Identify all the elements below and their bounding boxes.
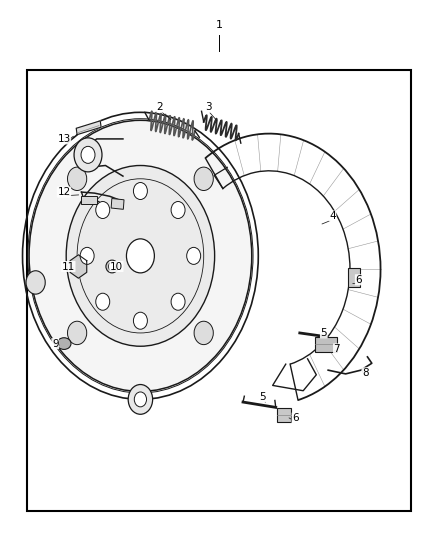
Bar — [315, 337, 337, 352]
Polygon shape — [70, 255, 87, 278]
Text: 1: 1 — [215, 20, 223, 30]
Circle shape — [127, 239, 154, 273]
Text: 7: 7 — [334, 344, 340, 354]
Text: 2: 2 — [157, 102, 163, 112]
Text: 13: 13 — [57, 134, 71, 144]
Circle shape — [134, 312, 148, 329]
Bar — [277, 408, 290, 422]
Text: 5: 5 — [259, 392, 266, 402]
Text: 6: 6 — [292, 413, 299, 423]
Circle shape — [134, 392, 147, 407]
Circle shape — [171, 201, 185, 219]
Circle shape — [29, 120, 252, 391]
Text: 12: 12 — [57, 187, 71, 197]
Text: 5: 5 — [321, 328, 327, 338]
Circle shape — [74, 138, 102, 172]
Circle shape — [81, 147, 95, 164]
Polygon shape — [76, 121, 101, 135]
Circle shape — [96, 293, 110, 310]
Bar — [348, 268, 360, 287]
Bar — [111, 198, 124, 209]
Circle shape — [109, 262, 116, 271]
Circle shape — [128, 384, 152, 414]
Circle shape — [80, 247, 94, 264]
Circle shape — [26, 271, 45, 294]
Bar — [81, 196, 97, 204]
Bar — [27, 70, 411, 511]
Ellipse shape — [106, 260, 118, 273]
Circle shape — [171, 293, 185, 310]
Text: 3: 3 — [205, 102, 212, 112]
Circle shape — [194, 321, 213, 345]
Text: 4: 4 — [329, 211, 336, 221]
Text: 11: 11 — [62, 262, 75, 271]
Text: 6: 6 — [355, 275, 362, 285]
Circle shape — [194, 167, 213, 190]
Text: 8: 8 — [362, 368, 369, 378]
Text: 10: 10 — [110, 262, 123, 271]
Ellipse shape — [57, 338, 71, 350]
Circle shape — [66, 165, 215, 346]
Circle shape — [67, 167, 87, 190]
Circle shape — [134, 182, 148, 199]
Text: 9: 9 — [52, 338, 59, 349]
Circle shape — [96, 201, 110, 219]
Circle shape — [187, 247, 201, 264]
Circle shape — [67, 321, 87, 345]
